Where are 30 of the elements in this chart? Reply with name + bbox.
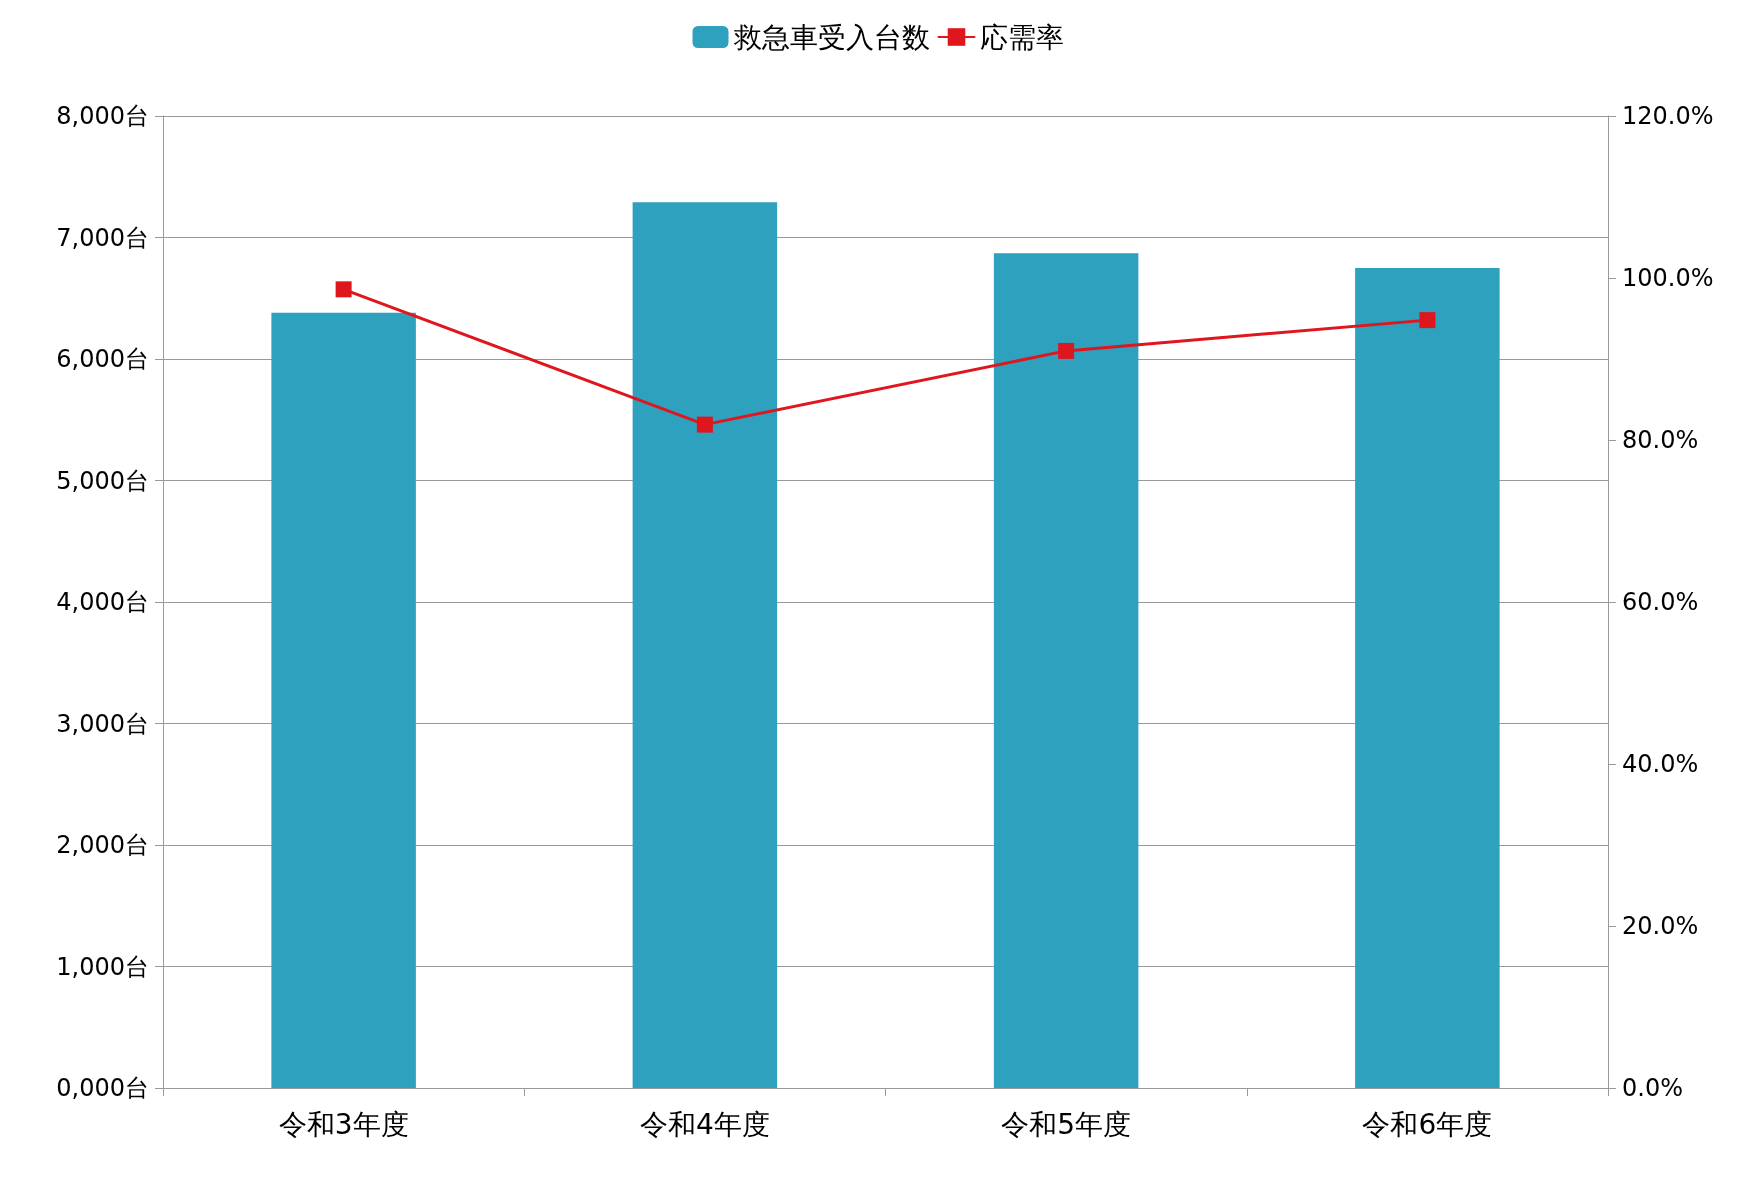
y-tick-label: 4,000台: [56, 588, 149, 616]
x-tick-label: 令和5年度: [1001, 1107, 1132, 1141]
y-tick-label: 2,000台: [56, 831, 149, 859]
y-tick-label: 8,000台: [56, 102, 149, 130]
x-tick-label: 令和3年度: [278, 1107, 409, 1141]
y2-tick-label: 0.0%: [1622, 1074, 1683, 1102]
point: [1058, 342, 1075, 359]
bar: [271, 312, 416, 1088]
y-tick-label: 0,000台: [56, 1074, 149, 1102]
y2-tick-label: 120.0%: [1622, 102, 1714, 130]
y-tick-label: 3,000台: [56, 709, 149, 738]
bar: [632, 202, 778, 1088]
legend-label: 救急車受入台数: [732, 20, 930, 54]
y2-tick-label: 60.0%: [1622, 588, 1699, 616]
y2-tick-label: 100.0%: [1622, 264, 1714, 292]
x-tick-label: 令和6年度: [1362, 1107, 1493, 1141]
bar: [1355, 267, 1500, 1088]
point: [335, 281, 352, 298]
point: [696, 416, 713, 433]
y-tick-label: 6,000台: [56, 345, 149, 373]
point: [1419, 312, 1436, 329]
bar: [993, 253, 1139, 1088]
y-tick-label: 1,000台: [56, 952, 149, 981]
y2-tick-label: 40.0%: [1622, 750, 1699, 778]
y2-tick-label: 80.0%: [1622, 426, 1699, 454]
x-tick-label: 令和4年度: [639, 1107, 770, 1141]
y-tick-label: 5,000台: [56, 466, 149, 495]
legend-label: 応需率: [979, 20, 1064, 54]
y-tick-label: 7,000台: [56, 223, 149, 252]
y2-tick-label: 20.0%: [1622, 912, 1699, 940]
